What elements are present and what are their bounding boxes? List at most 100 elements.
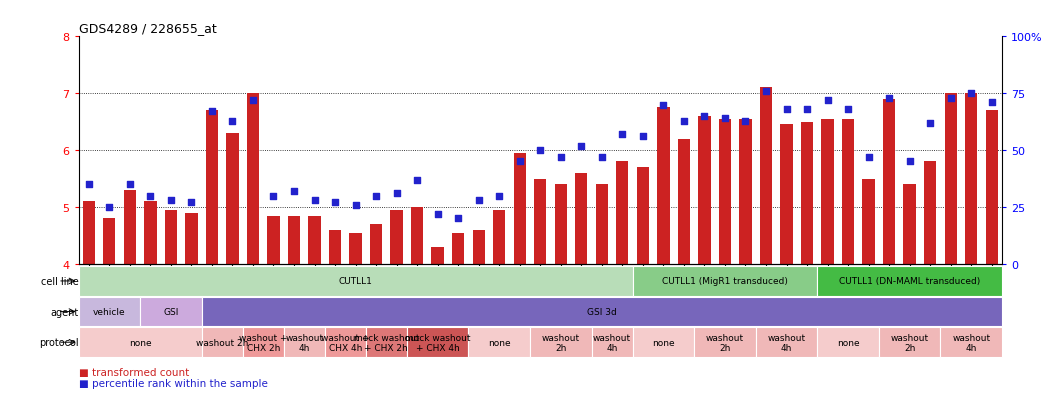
Point bbox=[183, 199, 200, 206]
Text: washout
2h: washout 2h bbox=[541, 333, 580, 352]
Bar bbox=[944, 94, 957, 264]
Point bbox=[737, 118, 754, 125]
Point bbox=[778, 107, 795, 113]
Bar bbox=[756, 328, 818, 357]
Bar bbox=[842, 119, 854, 264]
Point bbox=[388, 191, 405, 197]
Point bbox=[675, 118, 692, 125]
Text: ■ transformed count: ■ transformed count bbox=[79, 367, 188, 377]
Point bbox=[921, 120, 938, 127]
Bar bbox=[925, 162, 936, 264]
Bar bbox=[904, 185, 916, 264]
Text: washout +
CHX 4h: washout + CHX 4h bbox=[321, 333, 370, 352]
Bar bbox=[124, 190, 136, 264]
Point bbox=[101, 204, 117, 211]
Text: washout
4h: washout 4h bbox=[767, 333, 805, 352]
Point bbox=[716, 116, 733, 122]
Text: washout
2h: washout 2h bbox=[706, 333, 744, 352]
Point bbox=[429, 211, 446, 218]
Bar bbox=[79, 328, 202, 357]
Point bbox=[408, 177, 425, 183]
Text: CUTLL1 (DN-MAML transduced): CUTLL1 (DN-MAML transduced) bbox=[839, 277, 980, 286]
Text: none: none bbox=[837, 338, 860, 347]
Point bbox=[881, 95, 897, 102]
Text: ■ percentile rank within the sample: ■ percentile rank within the sample bbox=[79, 378, 267, 388]
Point bbox=[81, 182, 97, 188]
Bar bbox=[883, 100, 895, 264]
Text: washout +
CHX 2h: washout + CHX 2h bbox=[239, 333, 288, 352]
Bar bbox=[965, 94, 977, 264]
Point bbox=[265, 193, 282, 199]
Bar bbox=[493, 210, 506, 264]
Bar bbox=[985, 111, 998, 264]
Bar bbox=[592, 328, 632, 357]
Text: none: none bbox=[488, 338, 511, 347]
Text: washout
2h: washout 2h bbox=[891, 333, 929, 352]
Bar bbox=[411, 207, 423, 264]
Text: agent: agent bbox=[50, 307, 79, 317]
Bar bbox=[365, 328, 407, 357]
Point bbox=[511, 159, 528, 165]
Point bbox=[162, 197, 179, 204]
Bar bbox=[452, 233, 464, 264]
Bar bbox=[617, 162, 628, 264]
Bar bbox=[206, 111, 218, 264]
Point bbox=[799, 107, 816, 113]
Point bbox=[553, 154, 570, 161]
Bar bbox=[637, 168, 649, 264]
Point bbox=[203, 109, 220, 116]
Text: CUTLL1 (MigR1 transduced): CUTLL1 (MigR1 transduced) bbox=[662, 277, 788, 286]
Bar bbox=[780, 125, 793, 264]
Point bbox=[614, 131, 630, 138]
Text: GSI 3d: GSI 3d bbox=[587, 307, 617, 316]
Point bbox=[121, 182, 138, 188]
Bar bbox=[514, 154, 526, 264]
Bar bbox=[325, 328, 365, 357]
Point bbox=[450, 216, 467, 222]
Bar bbox=[370, 225, 382, 264]
Bar bbox=[677, 140, 690, 264]
Bar bbox=[202, 297, 1002, 327]
Text: CUTLL1: CUTLL1 bbox=[338, 277, 373, 286]
Bar bbox=[534, 179, 547, 264]
Point bbox=[758, 88, 775, 95]
Bar bbox=[530, 328, 592, 357]
Bar bbox=[350, 233, 361, 264]
Point bbox=[861, 154, 877, 161]
Bar bbox=[863, 179, 874, 264]
Bar bbox=[202, 328, 243, 357]
Point bbox=[327, 199, 343, 206]
Point bbox=[840, 107, 856, 113]
Text: washout
4h: washout 4h bbox=[593, 333, 631, 352]
Point bbox=[963, 91, 980, 97]
Bar bbox=[284, 328, 325, 357]
Bar bbox=[243, 328, 284, 357]
Point bbox=[634, 134, 651, 140]
Text: mock washout
+ CHX 2h: mock washout + CHX 2h bbox=[354, 333, 419, 352]
Bar bbox=[144, 202, 156, 264]
Bar bbox=[739, 119, 752, 264]
Bar bbox=[575, 173, 587, 264]
Bar bbox=[596, 185, 608, 264]
Text: cell line: cell line bbox=[41, 276, 79, 286]
Bar bbox=[164, 210, 177, 264]
Bar bbox=[719, 119, 731, 264]
Bar bbox=[698, 116, 711, 264]
Text: none: none bbox=[129, 338, 152, 347]
Text: GDS4289 / 228655_at: GDS4289 / 228655_at bbox=[79, 21, 217, 35]
Bar bbox=[79, 266, 632, 296]
Text: washout
4h: washout 4h bbox=[952, 333, 990, 352]
Text: GSI: GSI bbox=[163, 307, 179, 316]
Text: protocol: protocol bbox=[39, 337, 79, 347]
Bar bbox=[226, 134, 239, 264]
Bar bbox=[760, 88, 772, 264]
Text: washout
4h: washout 4h bbox=[285, 333, 324, 352]
Bar bbox=[391, 210, 403, 264]
Bar bbox=[329, 230, 341, 264]
Bar bbox=[140, 297, 202, 327]
Bar bbox=[940, 328, 1002, 357]
Bar bbox=[818, 328, 878, 357]
Point bbox=[573, 143, 589, 150]
Bar bbox=[555, 185, 566, 264]
Text: vehicle: vehicle bbox=[93, 307, 126, 316]
